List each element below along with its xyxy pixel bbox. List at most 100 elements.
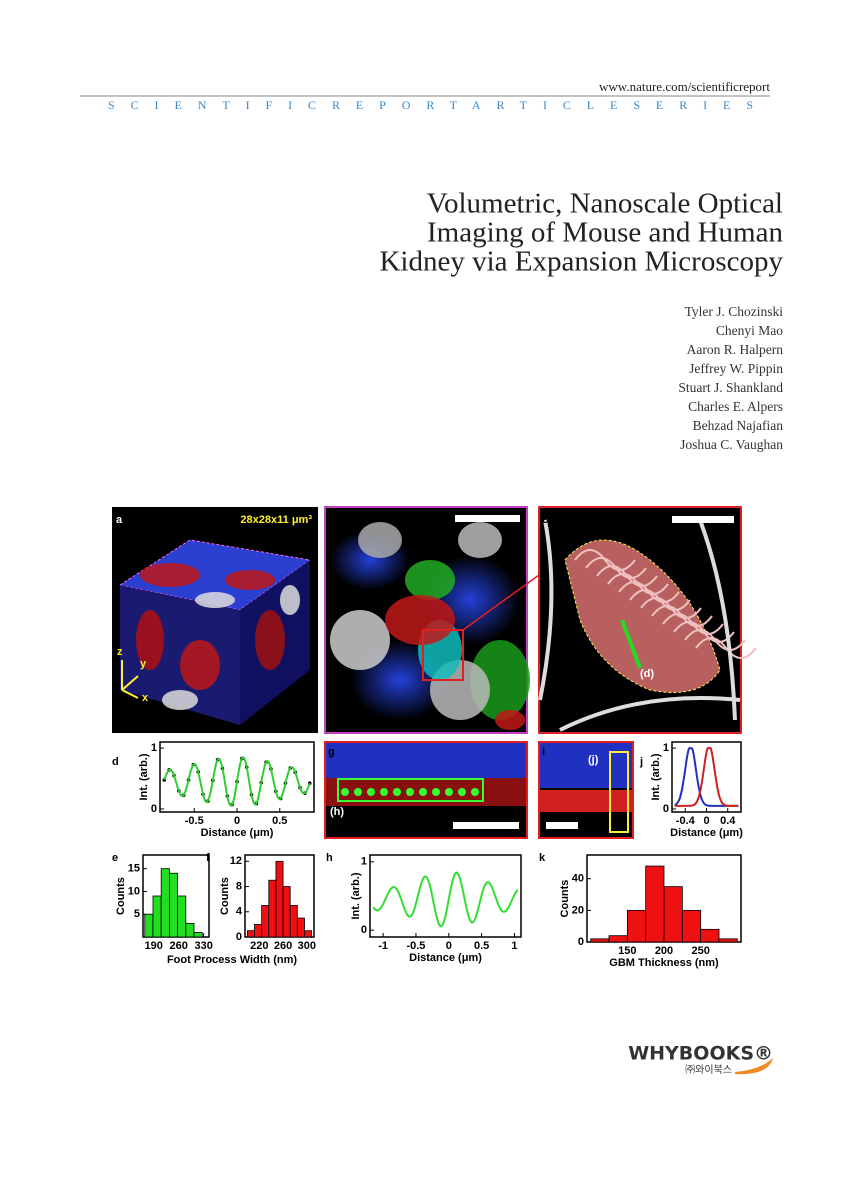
x-axis-label: Distance (μm) [409,952,482,964]
y-tick-label: 40 [572,873,584,885]
profile-curve [372,871,519,928]
title-line: Imaging of Mouse and Human [427,217,783,249]
y-tick-label: 0 [151,803,157,815]
x-tick-label: 0.5 [474,940,489,952]
x-tick-label: 220 [250,940,268,952]
y-axis-label: Counts [559,880,571,918]
stain [393,788,401,796]
x-tick-label: 200 [655,945,673,957]
stain [419,788,427,796]
inset-label: (h) [330,806,344,818]
profile-curve [674,747,739,807]
scale-bar [546,822,578,829]
histogram-bar [608,935,628,943]
panel-label: c [542,514,548,526]
stain [358,522,402,558]
logo-swoosh [735,1058,773,1075]
process-trace [684,629,746,651]
x-tick-label: -0.5 [406,940,425,952]
x-axis-label: GBM Thickness (nm) [609,957,719,969]
band-red [540,790,632,812]
histogram-bar [246,930,255,938]
profile-line [620,619,642,669]
inset-label: (d) [640,668,654,680]
author: Tyler J. Chozinski [685,304,784,319]
process-trace [695,637,757,659]
y-tick-label: 12 [230,855,242,867]
author: Jeffrey W. Pippin [689,361,783,376]
histogram-bar [645,865,665,943]
x-tick-label: 150 [618,945,636,957]
title-line: Volumetric, Nanoscale Optical [427,188,783,220]
stain [341,788,349,796]
panel-label: g [328,746,335,758]
axis-glyph: x [142,692,149,704]
x-axis-label: Distance (μm) [670,827,743,839]
panel-label: b [329,514,336,526]
stain [445,788,453,796]
stain [367,788,375,796]
roi-box [422,629,464,681]
y-tick-label: 1 [151,742,157,754]
stain [180,640,220,690]
stain [162,690,198,710]
stain [280,585,300,615]
histogram-bar [304,930,313,938]
band-blue [540,743,632,788]
histogram-bar [268,879,277,938]
publisher-korean: ㈜와이북스 [685,1063,732,1076]
y-tick-label: 8 [236,880,242,892]
stain [225,570,275,590]
histogram-bar [718,938,738,943]
process-trace [662,613,724,635]
x-tick-label: 330 [194,940,212,952]
stain [406,788,414,796]
author: Charles E. Alpers [688,399,783,414]
axis-glyph: z [117,646,123,658]
process-trace [607,573,669,595]
y-tick-label: 1 [361,856,367,868]
stain [255,610,285,670]
x-tick-label: 250 [691,945,709,957]
x-axis-label: Distance (μm) [201,827,274,839]
panel-label: k [539,852,546,864]
x-tick-label: 0 [703,815,709,827]
histogram-bar [152,895,162,938]
x-tick-label: -0.4 [676,815,696,827]
panel-label: d [112,756,119,768]
volume-dims: 28x28x11 μm³ [240,514,312,526]
y-tick-label: 0 [236,931,242,943]
roi-box [337,778,484,802]
y-tick-label: 5 [134,908,140,920]
histogram-bar [261,905,270,938]
histogram-bar [663,886,683,943]
y-axis-label: Int. (arb.) [650,753,662,800]
x-axis-label: Foot Process Width (nm) [167,954,297,966]
author: Stuart J. Shankland [678,380,783,395]
stain [458,788,466,796]
membrane [538,519,741,732]
y-tick-label: 1 [663,742,669,754]
profile-curve [163,756,311,808]
histogram-bar [282,886,291,938]
panel-label: a [116,514,123,526]
author: Aaron R. Halpern [687,342,784,357]
plot-frame [369,854,522,938]
x-tick-label: 0 [446,940,452,952]
stain [471,788,479,796]
scale-bar [455,515,520,522]
scale-bar [453,822,519,829]
y-axis-label: Int. (arb.) [350,872,362,919]
site-url: www.nature.com/scientificreport [599,79,770,94]
panel-label: h [326,852,333,864]
stain [140,563,200,587]
stain [354,788,362,796]
x-tick-label: 0.4 [720,815,736,827]
scale-bar [672,516,734,523]
histogram-bar [177,895,187,938]
y-tick-label: 15 [128,863,140,875]
stain [136,610,164,670]
x-tick-label: -0.5 [185,815,204,827]
histogram-bar [168,872,179,938]
